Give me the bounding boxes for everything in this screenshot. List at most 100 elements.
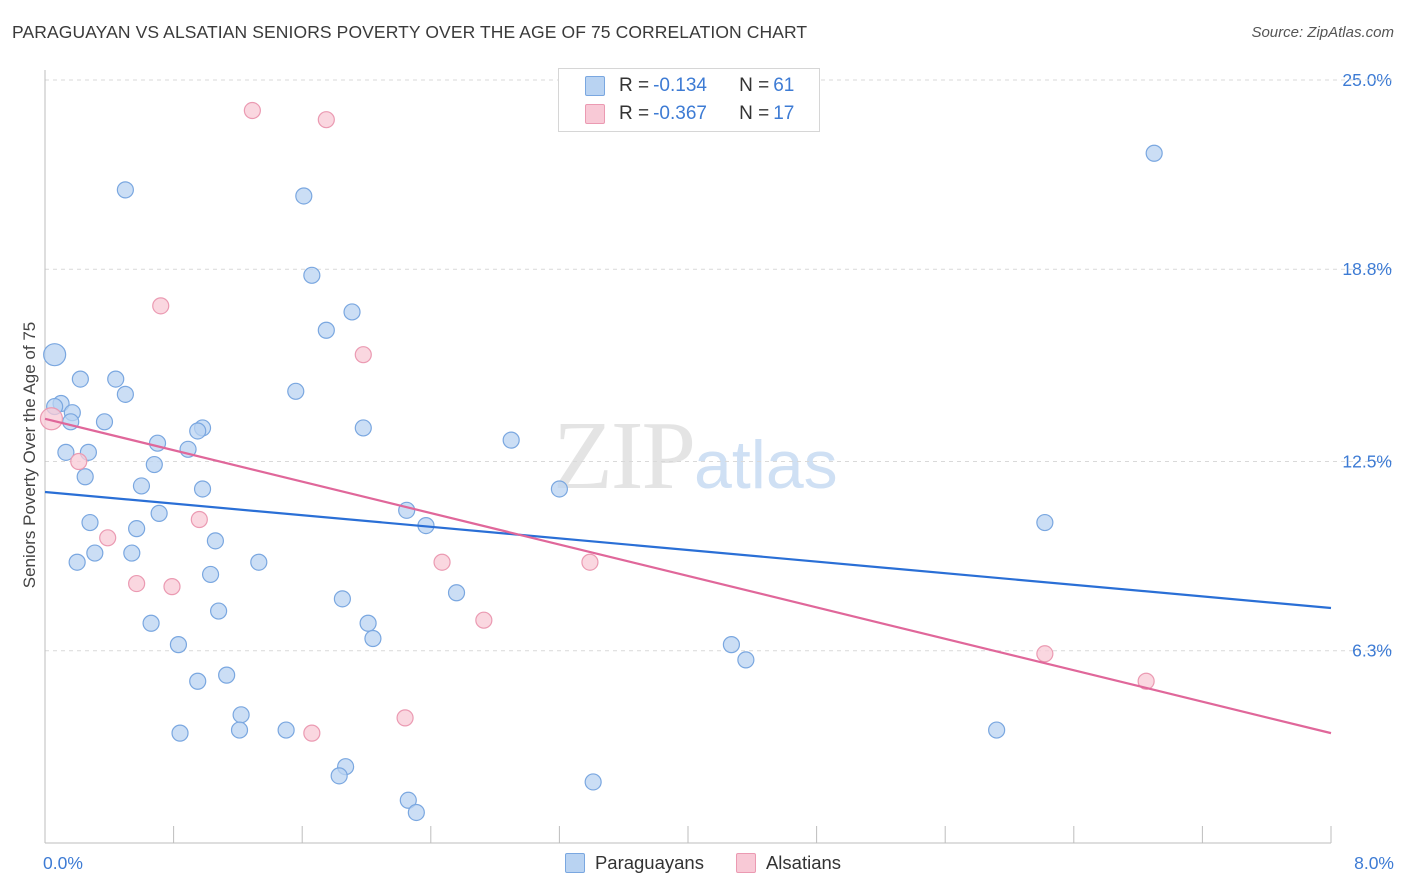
- alsatians-point: [128, 574, 146, 593]
- legend-row-alsatians: R = -0.367 N = 17: [585, 101, 794, 127]
- paraguayans-point: [201, 565, 220, 584]
- paraguayans-point: [359, 614, 377, 632]
- watermark: ZIPatlas: [553, 400, 838, 512]
- paraguayans-point: [116, 181, 134, 199]
- paraguayans-point: [68, 553, 86, 571]
- alsatians-point: [99, 529, 117, 547]
- paraguayans-point: [988, 721, 1006, 739]
- paraguayans-point: [218, 666, 236, 684]
- paraguayans-point: [193, 480, 212, 498]
- paraguayans-point: [206, 532, 224, 550]
- alsatians-point: [243, 101, 261, 120]
- legend-swatch-pink: [585, 104, 605, 124]
- legend-n-label: N =: [739, 103, 770, 124]
- paraguayans-point: [447, 584, 466, 602]
- alsatians-point: [581, 553, 599, 571]
- paraguayans-point: [132, 477, 151, 495]
- paraguayans-trend-line: [44, 490, 1332, 610]
- legend-n-label: N =: [739, 75, 770, 96]
- x-tick-label-min: 0.0%: [43, 853, 83, 873]
- legend-r-label: R =: [619, 75, 650, 96]
- paraguayans-point: [232, 706, 250, 724]
- paraguayans-point: [86, 544, 104, 562]
- paraguayans-point: [303, 266, 321, 284]
- alsatians-point: [1036, 645, 1054, 663]
- paraguayans-point: [287, 382, 305, 400]
- paraguayans-point: [148, 434, 167, 452]
- paraguayans-point: [550, 480, 569, 498]
- paraguayans-point: [722, 636, 741, 654]
- legend-n-value: 17: [773, 103, 795, 124]
- paraguayans-point: [145, 455, 163, 474]
- alsatians-label: Alsatians: [765, 852, 842, 873]
- legend-item-paraguayans: Paraguayans: [564, 852, 704, 874]
- source-label: Source: ZipAtlas.com: [1251, 24, 1394, 41]
- paraguayans-point: [277, 721, 295, 739]
- paraguayans-point: [189, 672, 207, 690]
- paraguayans-point: [407, 803, 425, 822]
- paraguayans-point: [354, 419, 372, 437]
- paraguayans-label: Paraguayans: [594, 852, 704, 873]
- paraguayans-point: [317, 321, 335, 339]
- paraguayans-point: [399, 791, 417, 809]
- paraguayans-point: [123, 544, 141, 562]
- watermark-zip: ZIP: [553, 402, 696, 510]
- paraguayans-point: [128, 520, 146, 538]
- y-tick-label: 12.5%: [1342, 452, 1392, 472]
- paraguayans-point: [1145, 144, 1163, 162]
- paraguayans-point: [116, 385, 134, 403]
- paraguayans-point: [76, 468, 94, 486]
- paraguayans-point: [95, 413, 114, 431]
- paraguayans-point: [1036, 513, 1054, 532]
- paraguayans-point: [737, 651, 755, 669]
- x-tick-label-max: 8.0%: [1354, 853, 1394, 873]
- paraguayans-point: [189, 422, 207, 440]
- alsatians-point: [190, 510, 208, 529]
- legend-r-label: R =: [619, 103, 650, 124]
- paraguayans-point: [43, 343, 67, 367]
- alsatians-point: [70, 452, 88, 471]
- paraguayans-point: [169, 636, 188, 654]
- legend-r-value: -0.367: [653, 103, 707, 124]
- paraguayans-point: [230, 721, 249, 739]
- y-tick-label: 18.8%: [1342, 259, 1392, 279]
- alsatians-point: [303, 724, 321, 742]
- watermark-atlas: atlas: [694, 427, 838, 503]
- legend-r-value: -0.134: [653, 75, 707, 96]
- paraguayans-point: [584, 773, 602, 791]
- alsatians-point: [354, 346, 372, 364]
- legend-n-value: 61: [773, 75, 795, 96]
- paraguayans-point: [343, 303, 361, 321]
- y-tick-label: 6.3%: [1352, 641, 1392, 661]
- alsatians-point: [396, 709, 414, 727]
- series-legend: Paraguayans Alsatians: [0, 852, 1406, 874]
- paraguayans-point: [171, 724, 189, 742]
- alsatians-point: [433, 553, 451, 571]
- paraguayans-point: [57, 443, 75, 461]
- paraguayans-point: [295, 187, 313, 205]
- paraguayans-point: [107, 370, 125, 388]
- alsatians-point: [39, 407, 64, 431]
- correlation-legend: R = -0.134 N = 61 R = -0.367 N = 17: [558, 68, 820, 132]
- paraguayans-point: [502, 431, 520, 449]
- legend-swatch-blue: [585, 76, 605, 96]
- paraguayans-point: [250, 553, 268, 571]
- alsatians-point: [163, 578, 181, 596]
- paraguayans-point: [150, 504, 168, 522]
- legend-item-alsatians: Alsatians: [735, 852, 842, 874]
- alsatians-point: [475, 611, 493, 629]
- legend-row-paraguayans: R = -0.134 N = 61: [585, 73, 794, 99]
- chart-title: PARAGUAYAN VS ALSATIAN SENIORS POVERTY O…: [12, 22, 808, 42]
- paraguayans-point: [333, 590, 351, 608]
- alsatians-point: [317, 111, 335, 129]
- alsatians-swatch: [735, 853, 756, 873]
- paraguayans-point: [210, 602, 228, 620]
- alsatians-point: [1137, 672, 1155, 690]
- paraguayans-point: [81, 513, 99, 532]
- alsatians-point: [152, 297, 170, 315]
- paraguayans-point: [364, 629, 382, 648]
- paraguayans-point: [330, 767, 348, 785]
- alsatians-trend-line: [44, 417, 1332, 735]
- paraguayans-point: [142, 614, 160, 632]
